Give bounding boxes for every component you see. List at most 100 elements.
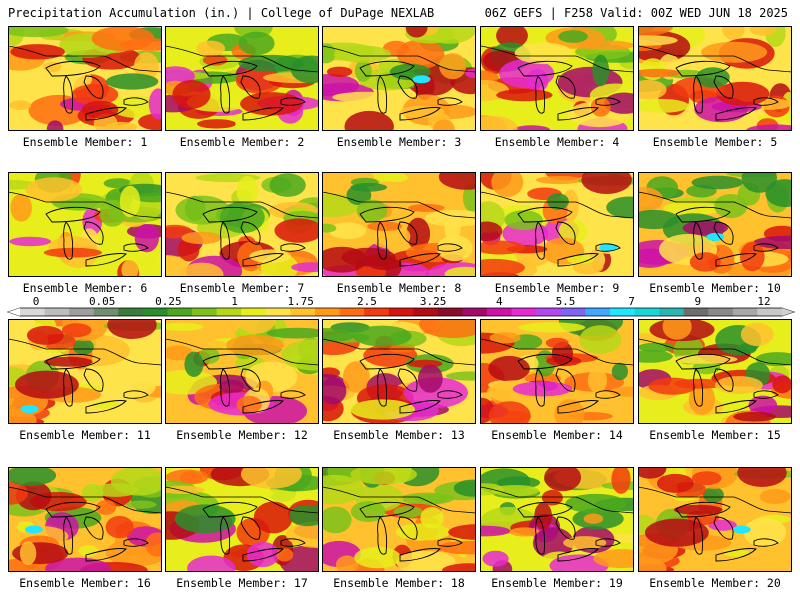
precip-blotch (121, 259, 139, 277)
precip-map (322, 172, 476, 277)
border-line (8, 338, 162, 366)
lake-outline (83, 516, 104, 540)
precip-blotch (236, 395, 262, 414)
precip-blotch (281, 339, 319, 371)
precip-map (8, 319, 162, 424)
colorbar: 0 0.05 0.25 1 1.75 2.5 3.25 4 5.5 7 9 12 (6, 295, 796, 317)
precip-blotch (333, 45, 391, 63)
border-line (638, 338, 792, 366)
lake-outline (240, 368, 261, 392)
precip-max-core (706, 232, 725, 241)
lake-outline (240, 75, 261, 99)
precip-blotch (567, 255, 595, 264)
lake-outline (280, 390, 306, 399)
precip-blotch (488, 355, 530, 382)
precip-blotch (350, 399, 415, 420)
ensemble-member-label: Ensemble Member: 13 (333, 428, 465, 442)
colorbar-swatch (413, 308, 439, 316)
colorbar-tick-label: 9 (694, 295, 701, 308)
precip-map (638, 172, 792, 277)
ensemble-map-panel (480, 467, 634, 572)
colorbar-swatch (585, 308, 611, 316)
precip-blotch (153, 252, 162, 277)
precip-map (8, 172, 162, 277)
precip-blotch (328, 222, 367, 239)
ensemble-member-label: Ensemble Member: 20 (649, 576, 781, 590)
panel-frame (638, 467, 792, 572)
lake-outline (123, 243, 149, 252)
precip-map (322, 467, 476, 572)
ensemble-member-label: Ensemble Member: 5 (652, 135, 778, 149)
precip-blotch (219, 379, 245, 394)
panel-frame (165, 172, 319, 277)
precip-blotch (350, 182, 388, 192)
ensemble-member-label: Ensemble Member: 11 (19, 428, 151, 442)
precip-blotch (489, 332, 521, 344)
colorbar-swatch (708, 308, 734, 316)
border-line (8, 45, 162, 73)
precip-blotch (480, 240, 525, 255)
precip-blotch (656, 473, 694, 493)
precip-blotch (119, 185, 141, 218)
precip-max-core (732, 525, 751, 534)
precip-map (322, 26, 476, 131)
precip-blotch (504, 210, 543, 231)
lake-outline (202, 501, 258, 518)
precip-blotch (453, 479, 476, 497)
lake-outline (399, 400, 441, 414)
precip-blotch (354, 59, 372, 82)
ensemble-member-label: Ensemble Member: 19 (491, 576, 623, 590)
precip-blotch (703, 486, 724, 503)
precip-blotch (103, 178, 133, 189)
lake-outline (377, 516, 388, 555)
colorbar-swatch (732, 308, 758, 316)
precip-blotch (545, 337, 569, 349)
ensemble-member-label: Ensemble Member: 15 (649, 428, 781, 442)
lake-outline (753, 97, 779, 106)
precip-map (322, 319, 476, 424)
precip-blotch (509, 527, 540, 537)
precip-blotch (617, 406, 634, 424)
precip-blotch (480, 258, 525, 277)
colorbar-swatch (69, 308, 95, 316)
ensemble-member-label: Ensemble Member: 8 (336, 281, 462, 295)
precip-blotch (541, 489, 563, 506)
border-line (322, 191, 476, 219)
precip-blotch (674, 378, 725, 389)
precip-blotch (109, 95, 162, 119)
lake-outline (535, 516, 546, 555)
precip-blotch (350, 467, 417, 485)
colorbar-swatch (683, 308, 709, 316)
colorbar-swatch (192, 308, 217, 316)
precip-map (8, 467, 162, 572)
lake-outline (240, 221, 261, 245)
ensemble-map-panel (322, 467, 476, 572)
precip-blotch (399, 105, 445, 119)
precip-blotch (26, 325, 64, 345)
precip-blotch (236, 319, 276, 334)
precip-blotch (46, 120, 64, 131)
precip-blotch (184, 351, 204, 377)
precip-blotch (433, 119, 455, 131)
precip-blotch (285, 521, 319, 548)
precip-blotch (91, 26, 155, 51)
lake-outline (693, 368, 704, 407)
panel-frame (8, 319, 162, 424)
precip-blotch (741, 172, 777, 193)
colorbar-tick-label: 2.5 (357, 295, 377, 308)
precip-blotch (10, 44, 65, 60)
precip-blotch (444, 266, 476, 277)
precip-blotch (405, 26, 428, 38)
precip-blotch (733, 411, 776, 422)
precip-blotch (218, 486, 274, 500)
precip-blotch (40, 66, 92, 92)
precip-map (480, 319, 634, 424)
precip-blotch (106, 73, 159, 90)
ensemble-map-panel (165, 467, 319, 572)
colorbar-swatch (241, 308, 267, 316)
lake-outline (377, 368, 388, 407)
precip-map (638, 319, 792, 424)
precip-blotch (78, 545, 99, 557)
precip-blotch (740, 322, 774, 347)
precip-blotch (737, 467, 787, 487)
